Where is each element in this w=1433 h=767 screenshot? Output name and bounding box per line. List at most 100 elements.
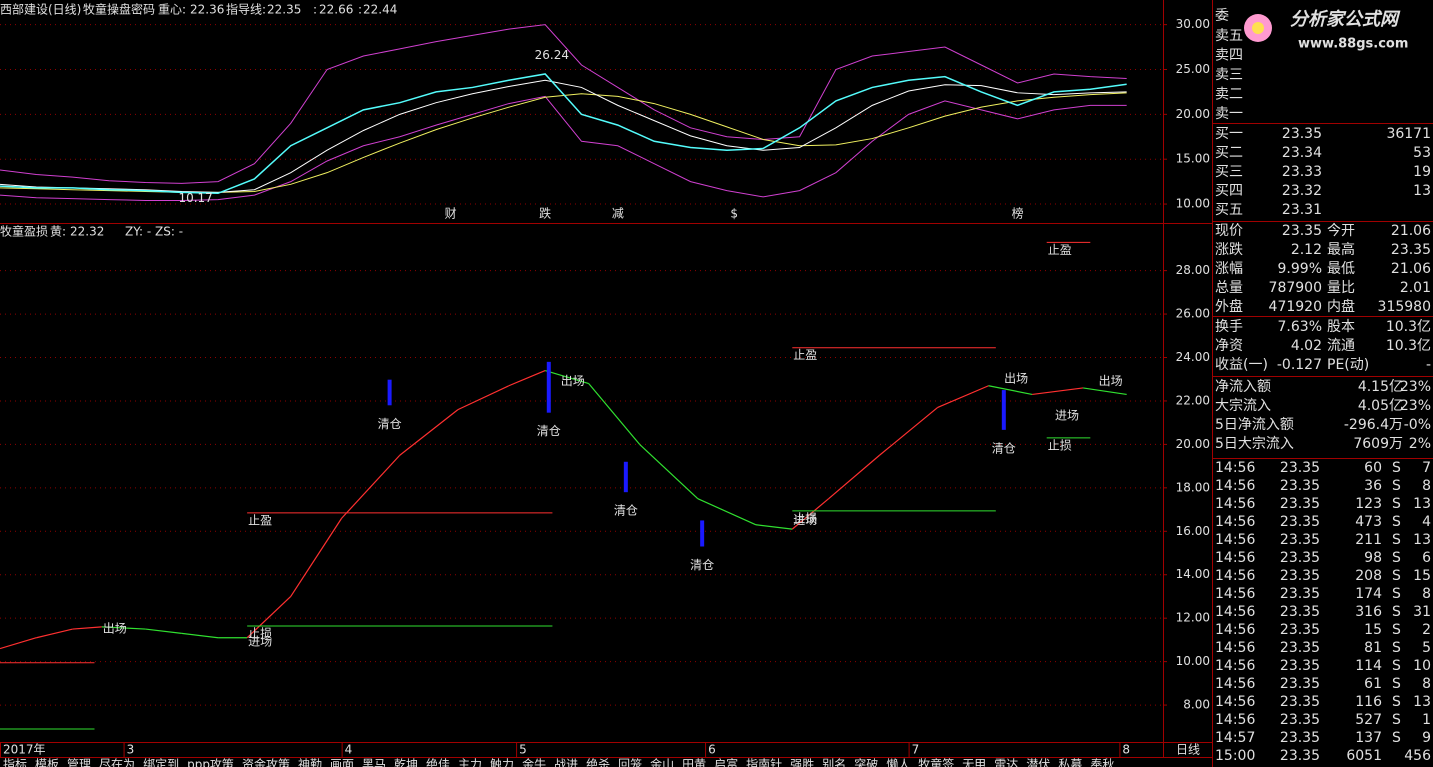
y-tick-label: 22.00 — [1176, 393, 1210, 407]
tab[interactable]: 私募 — [1058, 758, 1082, 767]
tab[interactable]: 乾坤 — [394, 757, 418, 767]
line-segment — [399, 409, 459, 456]
trade-time: 14:56 — [1215, 712, 1255, 728]
tab[interactable]: 无甲 — [962, 758, 986, 767]
quote-label: 总量 — [1215, 280, 1243, 296]
header-text: 22.35 — [267, 3, 301, 17]
tab[interactable]: 神勤 — [298, 758, 322, 767]
tab[interactable]: 指标 — [3, 757, 27, 767]
tab[interactable]: 黑马 — [362, 758, 386, 767]
tab[interactable]: 突破 — [854, 757, 878, 767]
indicator-label: 黄: — [50, 225, 66, 239]
tab[interactable]: 金牛 — [522, 757, 546, 767]
line-segment — [290, 517, 343, 597]
trade-volume: 208 — [1355, 568, 1382, 584]
tab[interactable]: 管理 — [67, 757, 91, 767]
quote-label: 涨跌 — [1215, 242, 1243, 258]
tab[interactable]: 绝佳 — [426, 757, 450, 767]
trade-price: 23.35 — [1280, 712, 1320, 728]
y-tick-label: 10.00 — [1176, 654, 1210, 668]
tab[interactable]: 启富 — [714, 757, 738, 767]
tab[interactable]: 别名 — [822, 757, 846, 767]
tab[interactable]: 尽在为 — [99, 758, 135, 767]
level-label: 止盈 — [248, 513, 272, 527]
header-text: : — [313, 3, 317, 17]
trade-count: 456 — [1404, 748, 1431, 764]
trade-count: 13 — [1413, 694, 1431, 710]
trade-time: 14:56 — [1215, 496, 1255, 512]
signal-label: 出场 — [103, 622, 127, 636]
quote-value: -0.127 — [1277, 357, 1322, 373]
tab[interactable]: 触力 — [490, 758, 514, 767]
y-tick-label: 24.00 — [1176, 350, 1210, 364]
tab[interactable]: 绝杀 — [586, 757, 610, 767]
tab[interactable]: 战进 — [554, 758, 578, 767]
header-text: 牧童操盘密码 — [83, 2, 155, 17]
trade-price: 23.35 — [1280, 640, 1320, 656]
tab[interactable]: 回笼 — [618, 757, 642, 767]
trade-volume: 116 — [1355, 694, 1382, 710]
line-segment — [72, 626, 102, 630]
bid-price: 23.31 — [1282, 202, 1322, 218]
quote-value: 23.35 — [1282, 223, 1322, 239]
bid-volume: 19 — [1413, 164, 1431, 180]
tab[interactable]: 潜伏 — [1026, 758, 1050, 767]
flow-label: 净流入额 — [1215, 379, 1271, 395]
flow-value: 4.15亿 — [1358, 379, 1403, 395]
y-tick-label: 20.00 — [1176, 437, 1210, 451]
trade-count: 13 — [1413, 532, 1431, 548]
y-tick-label: 12.00 — [1176, 611, 1210, 625]
tab[interactable]: 指南针 — [746, 757, 782, 767]
bid-volume: 36171 — [1386, 126, 1431, 142]
trade-volume: 36 — [1364, 478, 1382, 494]
trade-volume: 473 — [1355, 514, 1382, 530]
indicator-value: 22.32 — [70, 225, 104, 239]
trade-side: S — [1392, 640, 1401, 656]
trade-time: 14:56 — [1215, 604, 1255, 620]
flow-pct: -0% — [1404, 417, 1431, 433]
tab[interactable]: 金山 — [650, 757, 674, 767]
trade-time: 14:56 — [1215, 514, 1255, 530]
tab[interactable]: 模板 — [35, 758, 59, 767]
tab[interactable]: ppp攻策 — [187, 758, 234, 767]
trade-time: 14:56 — [1215, 478, 1255, 494]
x-tick-label: 2017年 — [3, 743, 46, 757]
trade-side: S — [1392, 496, 1401, 512]
trade-price: 23.35 — [1280, 478, 1320, 494]
clear-bar — [546, 361, 551, 413]
extreme-label: 10.17 — [178, 191, 212, 205]
tab[interactable]: 画面 — [330, 758, 354, 767]
tab[interactable]: 绑定到 — [143, 757, 179, 767]
clear-bar — [1001, 390, 1006, 430]
bid-price: 23.33 — [1282, 164, 1322, 180]
line-segment — [755, 524, 793, 530]
y-tick-label: 30.00 — [1176, 17, 1210, 31]
trade-count: 9 — [1422, 730, 1431, 746]
trade-price: 23.35 — [1280, 514, 1320, 530]
trade-side: S — [1392, 712, 1401, 728]
flow-label: 大宗流入 — [1215, 398, 1271, 414]
trade-volume: 527 — [1355, 712, 1382, 728]
trade-time: 14:56 — [1215, 622, 1255, 638]
tab[interactable]: 懒人 — [886, 758, 910, 767]
flow-value: 4.05亿 — [1358, 398, 1403, 414]
tab[interactable]: 强胜 — [790, 757, 814, 767]
tab[interactable]: 牧童签 — [918, 757, 954, 767]
tab[interactable]: 资金攻策 — [242, 757, 290, 767]
level-label: 止盈 — [793, 348, 817, 362]
tab[interactable]: 雷达 — [994, 758, 1018, 767]
tab[interactable]: 奉秋 — [1090, 758, 1114, 767]
tab[interactable]: 田黄 — [682, 758, 706, 767]
trade-time: 14:56 — [1215, 694, 1255, 710]
clear-bar — [387, 379, 392, 406]
trade-side: S — [1392, 550, 1401, 566]
trade-time: 14:56 — [1215, 460, 1255, 476]
line-segment — [937, 385, 989, 409]
bid-price: 23.32 — [1282, 183, 1322, 199]
trade-count: 8 — [1422, 676, 1431, 692]
tab[interactable]: 主力 — [458, 758, 482, 767]
signal-label: 进场 — [1055, 409, 1079, 423]
header-text: : — [358, 3, 362, 17]
trade-volume: 114 — [1355, 658, 1382, 674]
